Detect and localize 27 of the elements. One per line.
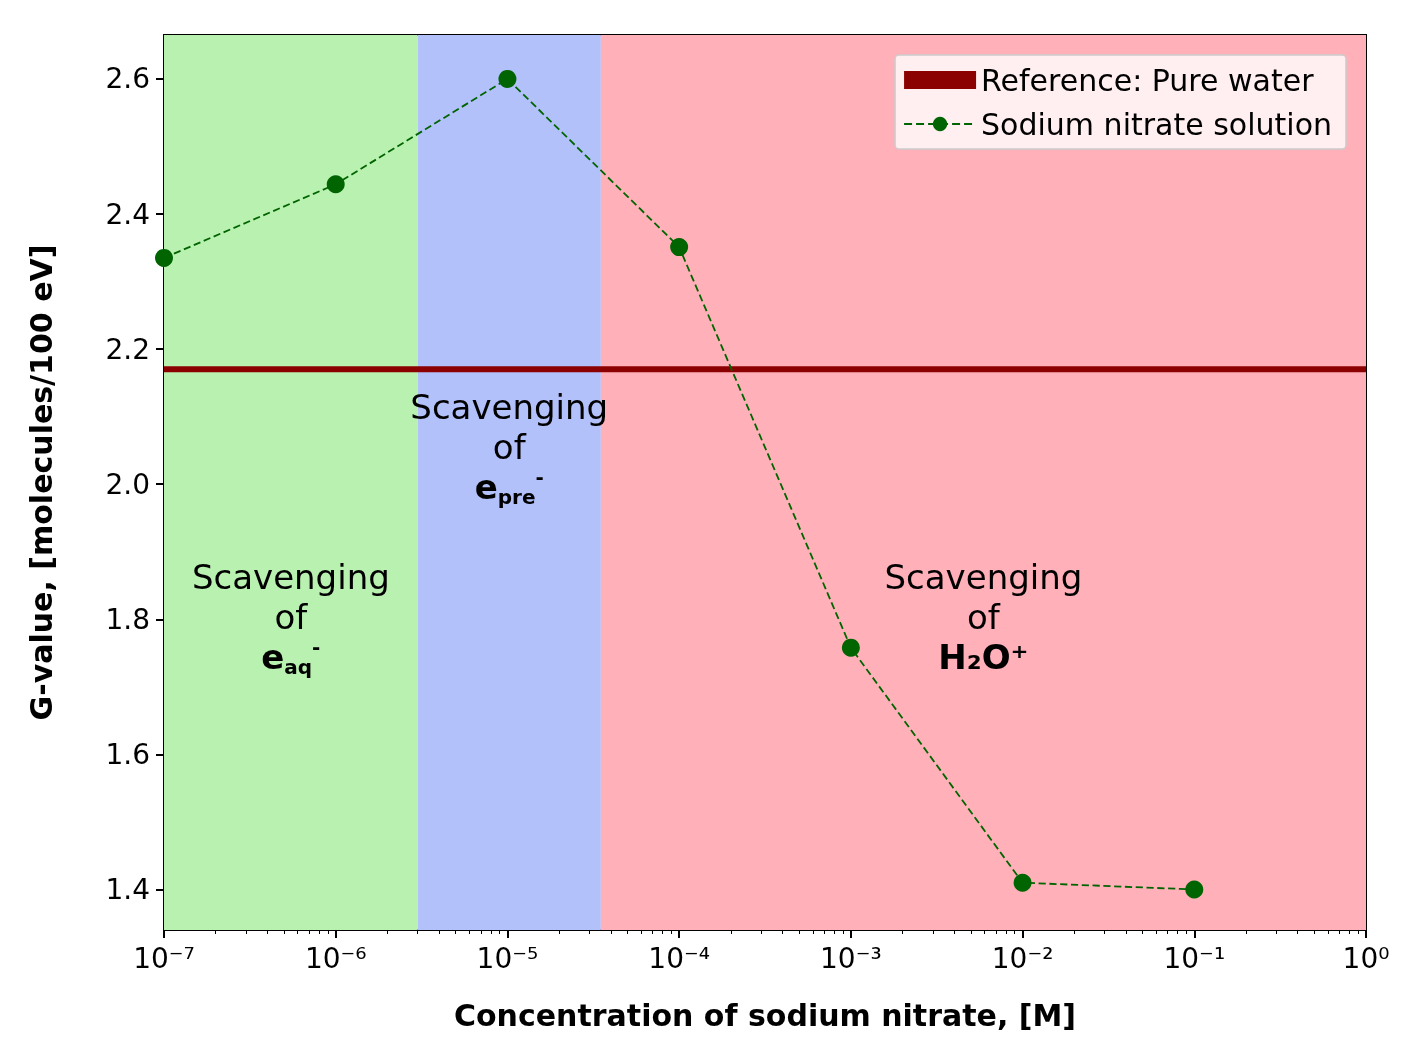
legend-label: Reference: Pure water (981, 62, 1315, 98)
point (1185, 880, 1204, 899)
x-tick-label: 10⁻³ (820, 941, 882, 975)
point (670, 238, 689, 257)
y-axis-title: G-value, [molecules/100 eV] (23, 244, 59, 721)
x-tick-label: 10⁰ (1342, 941, 1390, 975)
x-tick-label: 10⁻⁵ (476, 941, 539, 975)
band-label: Scavenging of H₂O⁺ (884, 556, 1083, 677)
point (498, 69, 517, 88)
y-tick-label: 1.4 (105, 872, 150, 906)
y-tick-label: 1.8 (105, 602, 150, 636)
point (155, 248, 173, 267)
x-tick-label: 10⁻² (991, 941, 1054, 975)
x-tick-label: 10⁻¹ (1163, 941, 1226, 975)
point (1013, 873, 1032, 892)
point (326, 175, 345, 194)
y-tick-label: 1.6 (105, 737, 150, 771)
x-axis-title: Concentration of sodium nitrate, [M] (453, 997, 1077, 1033)
legend-label: Sodium nitrate solution (981, 106, 1332, 142)
y-tick-label: 2.4 (105, 197, 150, 231)
x-tick-label: 10⁻⁷ (133, 941, 195, 975)
x-tick-label: 10⁻⁴ (648, 941, 710, 975)
y-tick-label: 2.6 (105, 62, 150, 96)
y-tick-label: 2.2 (105, 332, 150, 366)
point (841, 638, 860, 657)
x-tick-label: 10⁻⁶ (304, 941, 367, 975)
y-tick-label: 2.0 (105, 467, 150, 501)
